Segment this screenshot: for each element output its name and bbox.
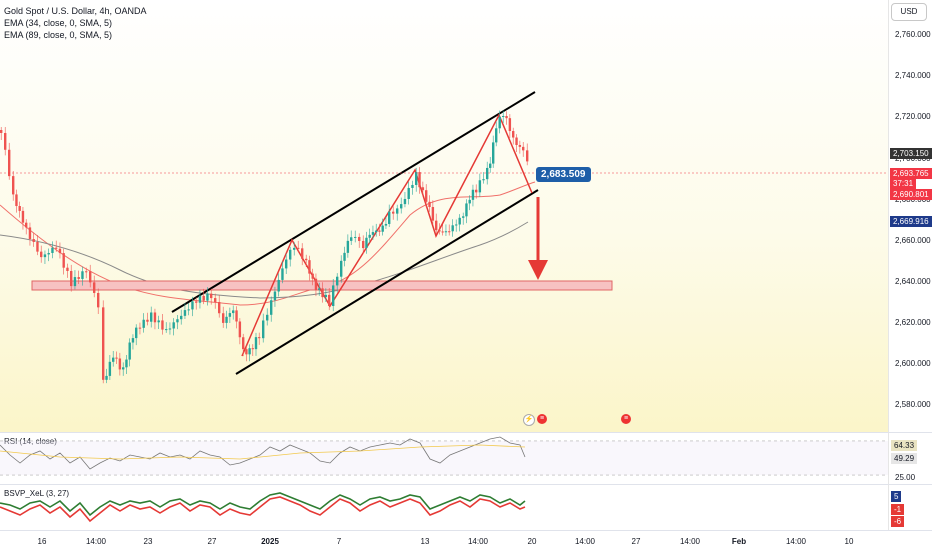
us-flag-event-icon[interactable]: ≡: [537, 414, 547, 424]
current-price-tag: 2,693.765: [890, 168, 932, 179]
time-axis-label: Feb: [731, 537, 747, 546]
channel-upper-line: [171, 91, 536, 313]
bsvp-pane[interactable]: BSVP_XeL (3, 27): [0, 484, 888, 531]
ema89-line: [0, 221, 529, 299]
bsvp-value-1: 5: [891, 491, 902, 502]
zigzag-path: [241, 113, 533, 357]
us-flag-event-icon[interactable]: ≡: [621, 414, 631, 424]
time-axis-label: 14:00: [574, 537, 596, 546]
ema89-legend: EMA (89, close, 0, SMA, 5): [4, 30, 113, 40]
price-callout: 2,683.509: [536, 167, 591, 182]
chart-legend: Gold Spot / U.S. Dollar, 4h, OANDA EMA (…: [4, 5, 147, 41]
main-chart-pane[interactable]: [0, 0, 888, 432]
time-axis-label: 14:00: [785, 537, 807, 546]
price-tick-label: 2,740.000: [895, 71, 931, 80]
price-tick-label: 2,600.000: [895, 359, 931, 368]
rsi-line: [0, 436, 526, 470]
symbol-title: Gold Spot / U.S. Dollar, 4h, OANDA: [4, 6, 147, 16]
time-axis-label: 27: [631, 537, 641, 546]
ema34-legend: EMA (34, close, 0, SMA, 5): [4, 18, 113, 28]
price-chart-svg[interactable]: [0, 0, 888, 432]
time-axis-label: 14:00: [467, 537, 489, 546]
rsi-svg: [0, 436, 888, 476]
price-tick-label: 2,720.000: [895, 112, 931, 121]
currency-button[interactable]: USD: [891, 3, 927, 21]
rsi-tick: 25.00: [895, 473, 916, 482]
time-axis-label: 10: [844, 537, 854, 546]
time-axis-label: 23: [143, 537, 153, 546]
bsvp-title: BSVP_XeL (3, 27): [4, 489, 70, 498]
last-price-tag: 2,703.150: [890, 148, 932, 159]
bsvp-green-line: [0, 492, 526, 517]
bsvp-value-3: -6: [891, 516, 905, 527]
bsvp-svg: [0, 492, 526, 523]
time-axis-label: 7: [336, 537, 342, 546]
rsi-axis: 64.33 49.29 25.00: [888, 432, 932, 485]
bsvp-value-2: -1: [891, 504, 905, 515]
price-tick-label: 2,640.000: [895, 277, 931, 286]
time-axis-label: 2025: [261, 537, 279, 546]
flash-event-icon[interactable]: ⚡: [523, 414, 535, 426]
countdown-tag: 37:31: [890, 178, 917, 189]
channel-lower-line: [235, 189, 539, 375]
rsi-value-1: 64.33: [891, 440, 918, 451]
forecast-arrow-head: [528, 260, 548, 280]
time-axis-label: 16: [37, 537, 47, 546]
price-tick-label: 2,660.000: [895, 236, 931, 245]
time-axis-label: 20: [527, 537, 537, 546]
time-axis[interactable]: 16 14:00 23 27 2025 7 13 14:00 20 14:00 27 14:00 Feb…: [0, 530, 932, 551]
rsi-value-2: 49.29: [891, 453, 918, 464]
ema89-price-tag: 2,669.916: [890, 216, 932, 227]
price-tick-label: 2,620.000: [895, 318, 931, 327]
rsi-title: RSI (14, close): [4, 437, 57, 446]
price-tick-label: 2,580.000: [895, 400, 931, 409]
time-axis-label: 14:00: [679, 537, 701, 546]
bid-price-tag: 2,690.801: [890, 189, 932, 200]
time-axis-label: 14:00: [85, 537, 107, 546]
time-axis-label: 27: [207, 537, 217, 546]
rsi-ma-line: [0, 444, 526, 460]
bsvp-red-line: [0, 496, 526, 523]
rsi-pane[interactable]: RSI (14, close): [0, 432, 888, 485]
price-tick-label: 2,760.000: [895, 30, 931, 39]
bsvp-axis: 5 -1 -6: [888, 484, 932, 531]
candles-group: [0, 110, 529, 384]
time-axis-label: 13: [420, 537, 430, 546]
